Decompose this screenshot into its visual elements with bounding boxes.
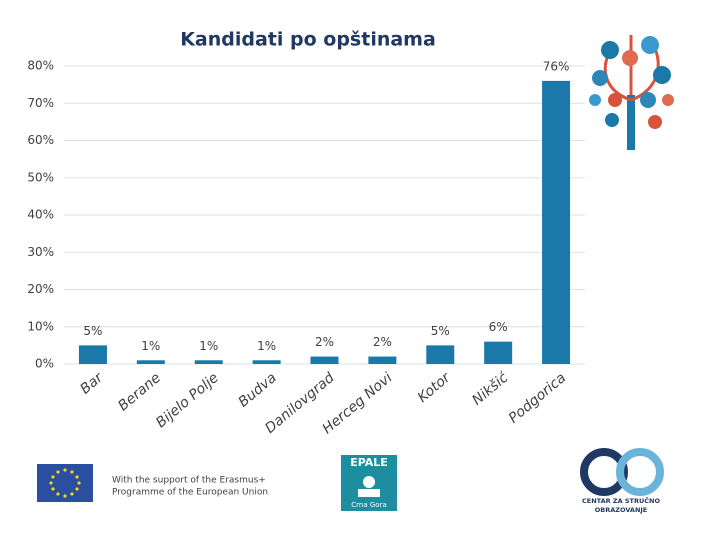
- bar: [136, 360, 165, 364]
- x-tick-label: Podgorica: [506, 370, 569, 427]
- y-tick-label: 20%: [27, 282, 54, 296]
- value-label: 6%: [489, 320, 508, 334]
- y-tick-label: 60%: [27, 133, 54, 147]
- cso-text: CENTAR ZA STRUČNO: [582, 496, 660, 505]
- y-tick-label: 10%: [27, 319, 54, 333]
- value-label: 1%: [141, 339, 160, 353]
- bar: [542, 80, 571, 365]
- bar: [368, 356, 397, 364]
- bar: [310, 356, 339, 364]
- y-tick-label: 30%: [27, 245, 54, 259]
- epale-logo: [341, 455, 397, 511]
- y-tick-label: 40%: [27, 208, 54, 222]
- x-tick-label: Bar: [77, 369, 107, 397]
- y-tick-label: 80%: [27, 59, 54, 73]
- x-tick-label: Berane: [115, 370, 164, 414]
- bar: [194, 360, 223, 364]
- tree-decoration: [589, 35, 674, 150]
- cso-logo: [580, 448, 664, 496]
- epale-sub: Crna Gora: [351, 501, 386, 509]
- value-label: 5%: [83, 324, 102, 338]
- value-label: 2%: [315, 335, 334, 349]
- value-label: 1%: [199, 339, 218, 353]
- y-tick-label: 70%: [27, 96, 54, 110]
- y-tick-label: 50%: [27, 170, 54, 184]
- chart-title: Kandidati po opštinama: [180, 29, 436, 51]
- epale-text: EPALE: [350, 456, 388, 469]
- value-label: 1%: [257, 339, 276, 353]
- value-label: 76%: [543, 59, 570, 73]
- bar: [252, 360, 281, 364]
- x-tick-label: Kotor: [415, 369, 455, 406]
- value-label: 5%: [431, 324, 450, 338]
- cso-text: OBRAZOVANJE: [595, 506, 648, 514]
- value-label: 2%: [373, 335, 392, 349]
- bar: [78, 345, 107, 364]
- support-line: Programme of the European Union: [112, 488, 268, 498]
- eu-flag: [37, 464, 93, 502]
- bar: [426, 345, 455, 364]
- x-tick-label: Bijelo Polje: [153, 370, 222, 431]
- x-tick-label: Budva: [236, 370, 280, 411]
- support-line: With the support of the Erasmus+: [112, 476, 266, 486]
- y-tick-label: 0%: [35, 357, 54, 371]
- bar: [484, 341, 513, 364]
- x-tick-label: Nikšić: [469, 369, 512, 409]
